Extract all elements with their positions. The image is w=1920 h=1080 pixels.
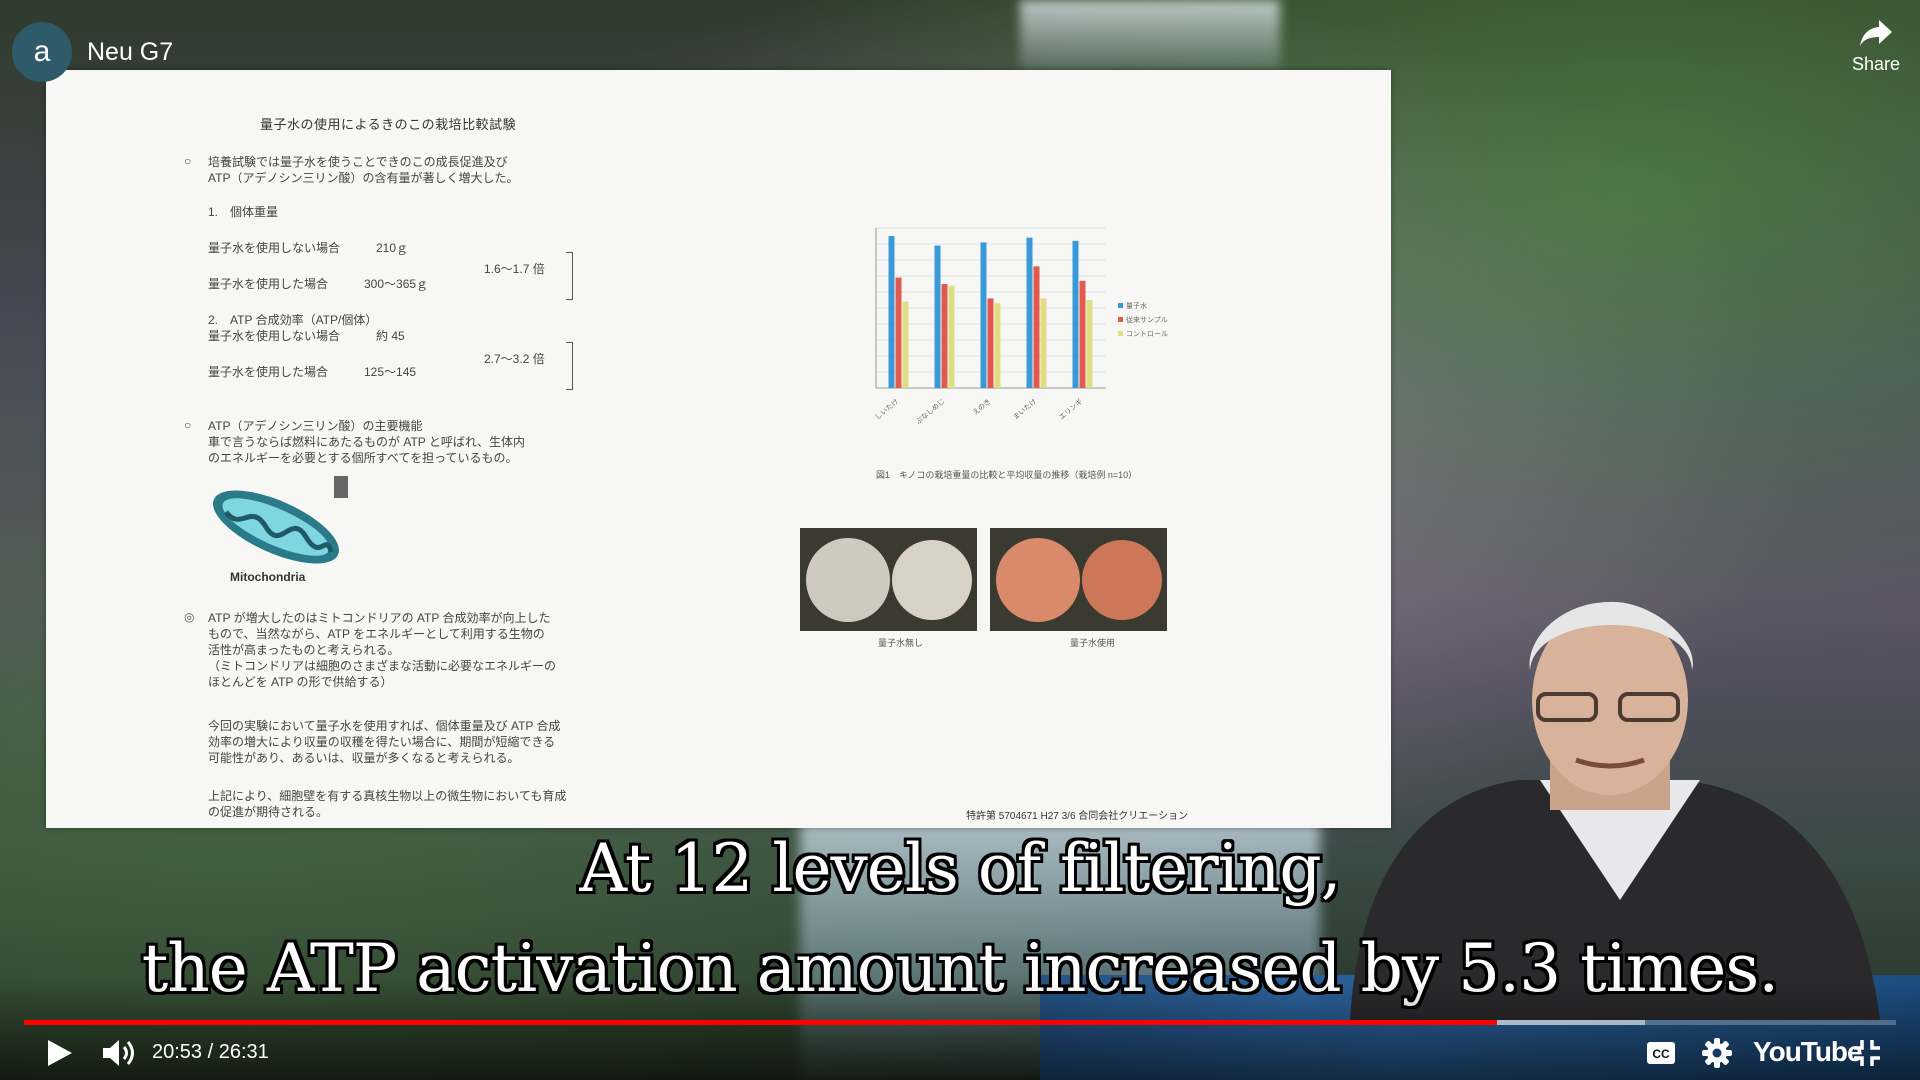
photo-caption: 量子水無し	[878, 638, 924, 648]
chart-bar	[902, 301, 909, 388]
doc-paragraph: 2. ATP 合成効率（ATP/個体） 量子水を使用しない場合 約 45	[208, 313, 405, 343]
chart-bar	[994, 303, 1001, 388]
subtitle-line-1: At 12 levels of filtering,	[579, 830, 1341, 907]
exit-fullscreen-icon	[1854, 1040, 1880, 1066]
legend-swatch	[1118, 317, 1123, 322]
ratio-label: 2.7〜3.2 倍	[484, 352, 545, 366]
share-arrow-icon	[1860, 20, 1892, 46]
mitochondria-label: Mitochondria	[230, 570, 306, 584]
chart-bar	[1040, 298, 1047, 388]
channel-avatar[interactable]: a	[12, 22, 72, 82]
chart-bar	[1026, 237, 1033, 388]
chart-bar	[987, 298, 994, 388]
bracket	[566, 252, 573, 300]
chart-bar	[1033, 266, 1040, 388]
bracket	[566, 342, 573, 390]
avatar-letter: a	[33, 35, 51, 68]
doc-paragraph: 1. 個体重量	[208, 205, 279, 219]
chart-bar	[1079, 280, 1086, 388]
chart-caption: 図1 キノコの栽培重量の比較と平均収量の推移（栽培例 n=10）	[876, 470, 1138, 480]
youtube-logo[interactable]: YouTube	[1753, 1036, 1863, 1067]
share-button[interactable]: Share	[1840, 18, 1912, 90]
play-button[interactable]	[42, 1036, 76, 1070]
document-slide: 量子水の使用によるきのこの栽培比較試験 ○ 培養試験では量子水を使うことできのこ…	[46, 70, 1391, 828]
share-label: Share	[1851, 54, 1901, 74]
cc-icon: CC	[1647, 1042, 1675, 1064]
legend-label: コントロール	[1126, 330, 1168, 338]
mitochondria-image	[212, 476, 348, 564]
progress-bar[interactable]	[24, 1020, 1896, 1025]
presenter	[1350, 601, 1880, 1020]
photo-caption: 量子水使用	[1070, 638, 1116, 648]
doc-paragraph: ATP（アデノシン三リン酸）の主要機能 車で言うならば燃料にあたるものが ATP…	[208, 419, 526, 465]
doc-paragraph: 量子水を使用した場合 300〜365ｇ	[208, 277, 429, 291]
dish	[806, 538, 890, 622]
ratio-label: 1.6〜1.7 倍	[484, 262, 545, 276]
chart-bar	[941, 284, 948, 388]
time-display: 20:53 / 26:31	[152, 1041, 269, 1063]
gear-icon	[1702, 1038, 1732, 1068]
volume-button[interactable]	[100, 1036, 140, 1070]
volume-icon	[103, 1040, 134, 1066]
controls-gradient	[0, 980, 1920, 1080]
progress-played	[24, 1020, 1498, 1025]
play-icon	[48, 1040, 72, 1066]
legend-swatch	[1118, 303, 1123, 308]
chart-bar	[895, 277, 902, 388]
dish	[996, 538, 1080, 622]
svg-text:CC: CC	[1652, 1047, 1670, 1061]
doc-paragraph: 量子水を使用しない場合 210ｇ	[208, 241, 409, 255]
patent-footnote: 特許第 5704671 H27 3/6 合同会社クリエーション	[966, 811, 1189, 822]
exit-fullscreen-button[interactable]	[1852, 1038, 1882, 1068]
legend-label: 量子水	[1126, 301, 1147, 310]
video-title[interactable]: Neu G7	[87, 38, 174, 66]
chart-bar	[1072, 240, 1079, 388]
waterfall-top	[1020, 0, 1280, 70]
mushroom-photo-right	[990, 528, 1167, 631]
chart-bar	[948, 285, 955, 388]
captions-button[interactable]: CC	[1646, 1040, 1676, 1066]
chart-bar	[980, 242, 987, 388]
doc-paragraph: 上記により、細胞壁を有する真核生物以上の微生物においても育成 の促進が期待される…	[208, 789, 567, 819]
doc-paragraph: ATP が増大したのはミトコンドリアの ATP 合成効率が向上した もので、当然…	[208, 611, 557, 689]
chart-bar	[934, 245, 941, 388]
chart-bar	[888, 236, 895, 388]
doc-title: 量子水の使用によるきのこの栽培比較試験	[260, 117, 517, 132]
bullet-circle: ◎	[184, 610, 195, 624]
dish	[892, 540, 972, 620]
legend-swatch	[1118, 331, 1123, 336]
legend-label: 従来サンプル	[1126, 315, 1168, 324]
doc-paragraph: 量子水を使用した場合 125〜145	[208, 365, 417, 379]
settings-button[interactable]	[1700, 1036, 1734, 1070]
doc-paragraph: 今回の実験において量子水を使用すれば、個体重量及び ATP 合成 効率の増大によ…	[208, 719, 561, 765]
bullet-circle: ○	[184, 418, 192, 432]
chart-bar	[1086, 300, 1093, 388]
dish	[1082, 540, 1162, 620]
bullet-circle: ○	[184, 154, 192, 168]
mushroom-photo-left	[800, 528, 977, 631]
doc-paragraph: 培養試験では量子水を使うことできのこの成長促進及び ATP（アデノシン三リン酸）…	[208, 155, 519, 185]
